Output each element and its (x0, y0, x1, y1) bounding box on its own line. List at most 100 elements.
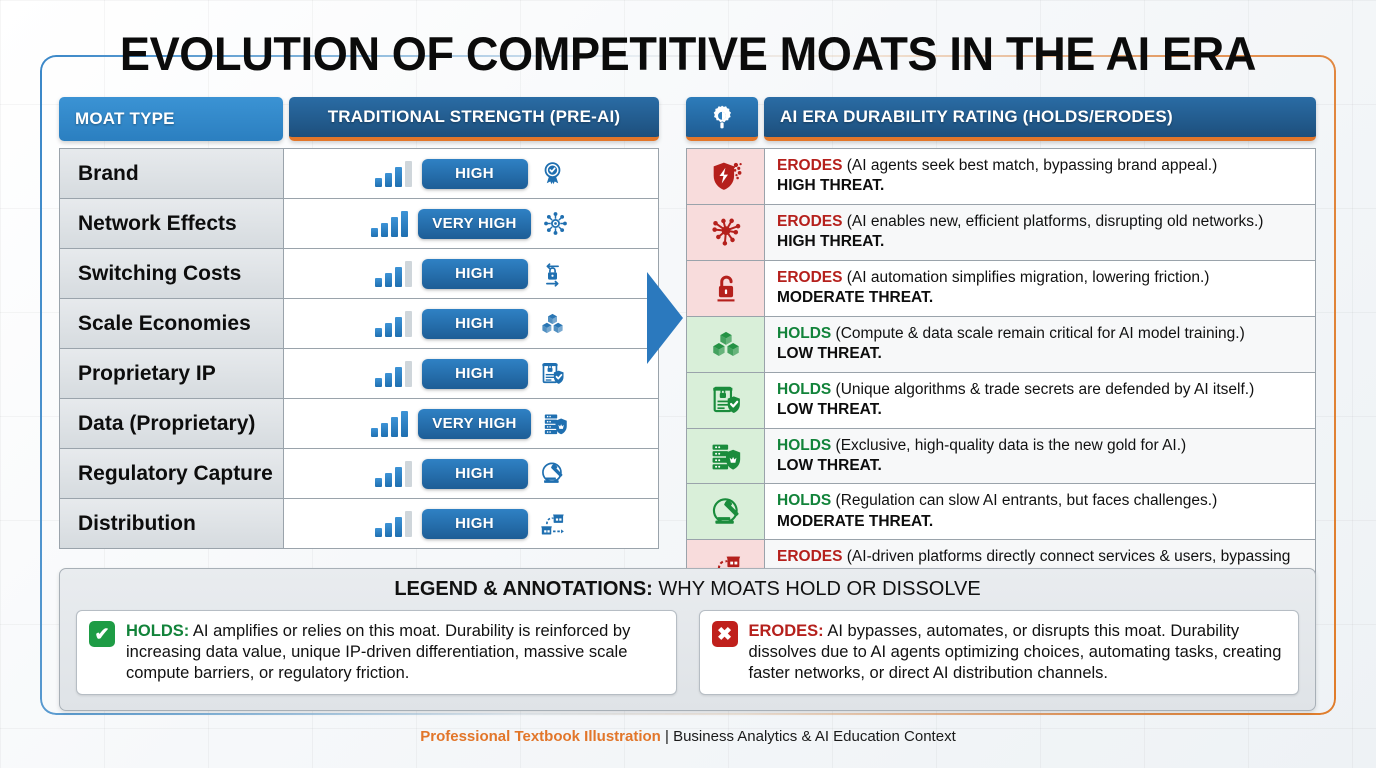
strength-bar (404, 360, 412, 387)
strength-bar (404, 260, 412, 287)
legend-card-erodes: ✖ ERODES: AI bypasses, automates, or dis… (698, 610, 1299, 695)
strength-cell: HIGH (284, 449, 658, 498)
strength-bar (384, 272, 392, 287)
award-ribbon-icon (538, 159, 568, 189)
verdict-detail: (AI agents seek best match, bypassing br… (842, 157, 1218, 174)
legend-holds-text: HOLDS: AI amplifies or relies on this mo… (126, 621, 664, 684)
strength-cell: HIGH (284, 299, 658, 348)
footer: Professional Textbook Illustration | Bus… (0, 728, 1376, 745)
strength-bar-indicator (374, 260, 412, 287)
durability-cell: HOLDS (Compute & data scale remain criti… (765, 316, 1315, 372)
threat-line: LOW THREAT. (777, 344, 1305, 364)
verdict-detail: (Unique algorithms & trade secrets are d… (831, 380, 1255, 398)
verdict-keyword: ERODES (777, 548, 843, 566)
table-row: HOLDS (Unique algorithms & trade secrets… (687, 372, 1315, 429)
strength-bar (404, 460, 412, 487)
store-channel-icon (538, 509, 568, 539)
shield-break-icon (687, 149, 765, 204)
right-table-body: ERODES (AI agents seek best match, bypas… (686, 148, 1316, 597)
verdict-detail: (Exclusive, high-quality data is the new… (831, 436, 1187, 454)
lock-arrows-icon (538, 259, 568, 289)
strength-bar-indicator (374, 460, 412, 487)
strength-bar (394, 466, 402, 487)
verdict-line: HOLDS (Exclusive, high-quality data is t… (777, 436, 1305, 456)
verdict-detail: (Compute & data scale remain critical fo… (831, 324, 1245, 342)
table-row: ERODES (AI agents seek best match, bypas… (687, 149, 1315, 205)
legend-panel: LEGEND & ANNOTATIONS: WHY MOATS HOLD OR … (59, 568, 1316, 711)
strength-bar (404, 160, 412, 187)
threat-level: HIGH THREAT. (777, 233, 885, 251)
durability-cell: HOLDS (Exclusive, high-quality data is t… (765, 428, 1315, 484)
cross-badge-icon: ✖ (711, 621, 738, 647)
strength-bar (394, 316, 402, 337)
strength-bar (394, 516, 402, 537)
strength-bar-indicator (374, 310, 412, 337)
strength-cell: HIGH (284, 499, 658, 548)
header-moat-type: MOAT TYPE (59, 97, 283, 141)
table-row: HOLDS (Compute & data scale remain criti… (687, 316, 1315, 373)
table-row: Regulatory Capture HIGH (60, 448, 658, 498)
strength-bar (384, 472, 392, 487)
strength-badge: HIGH (421, 458, 528, 489)
strength-bar (384, 172, 392, 187)
moat-name-cell: Proprietary IP (60, 349, 284, 398)
database-shield-crown-icon (687, 428, 765, 484)
moat-name-cell: Scale Economies (60, 299, 284, 348)
verdict-line: ERODES (AI automation simplifies migrati… (777, 268, 1305, 288)
left-table-body: Brand HIGH Network Effects VERY HIGH Switc… (59, 148, 659, 549)
durability-cell: HOLDS (Regulation can slow AI entrants, … (765, 484, 1315, 540)
check-badge-icon: ✔ (89, 621, 115, 647)
ai-brain-gear-icon (686, 97, 758, 141)
strength-bar (394, 166, 402, 187)
strength-bar (391, 216, 399, 237)
table-row: ERODES (AI automation simplifies migrati… (687, 260, 1315, 317)
verdict-detail: (AI automation simplifies migration, low… (842, 268, 1210, 286)
threat-level: LOW THREAT. (777, 345, 882, 363)
verdict-keyword: ERODES (777, 157, 843, 174)
threat-line: HIGH THREAT. (777, 232, 1305, 252)
strength-bar (401, 210, 409, 237)
legend-title-rest: WHY MOATS HOLD OR DISSOLVE (652, 578, 981, 600)
stacked-boxes-icon (538, 309, 568, 339)
strength-badge: HIGH (421, 508, 528, 539)
table-row: HOLDS (Exclusive, high-quality data is t… (687, 428, 1315, 485)
strength-bar (404, 310, 412, 337)
legend-title: LEGEND & ANNOTATIONS: WHY MOATS HOLD OR … (76, 578, 1299, 601)
strength-bar (374, 377, 382, 387)
table-row: Data (Proprietary) VERY HIGH (60, 398, 658, 448)
strength-bar-indicator (374, 360, 412, 387)
strength-bar (371, 427, 379, 437)
page-title: EVOLUTION OF COMPETITIVE MOATS IN THE AI… (119, 27, 1257, 80)
strength-bar-indicator (371, 210, 409, 237)
strength-bar (374, 477, 382, 487)
strength-bar (394, 266, 402, 287)
strength-bar (391, 416, 399, 437)
verdict-keyword: ERODES (777, 212, 843, 230)
header-traditional-strength: TRADITIONAL STRENGTH (PRE-AI) (289, 97, 659, 141)
legend-erodes-text: ERODES: AI bypasses, automates, or disru… (749, 621, 1287, 684)
ai-durability-table: AI ERA DURABILITY RATING (HOLDS/ERODES) … (686, 97, 1316, 597)
strength-bar (401, 410, 409, 437)
strength-cell: HIGH (284, 149, 658, 198)
verdict-detail: (AI enables new, efficient platforms, di… (842, 212, 1264, 230)
strength-badge: HIGH (421, 158, 528, 189)
strength-bar (404, 510, 412, 537)
gavel-icon (538, 459, 568, 489)
strength-badge: VERY HIGH (418, 208, 531, 239)
right-table-header-row: AI ERA DURABILITY RATING (HOLDS/ERODES) (686, 97, 1316, 141)
legend-erodes-keyword: ERODES: (748, 622, 824, 640)
threat-line: MODERATE THREAT. (777, 288, 1305, 308)
verdict-line: ERODES (AI agents seek best match, bypas… (777, 156, 1305, 176)
table-row: ERODES (AI enables new, efficient platfo… (687, 204, 1315, 261)
strength-badge: HIGH (421, 258, 528, 289)
threat-line: HIGH THREAT. (777, 176, 1305, 196)
threat-level: HIGH THREAT. (777, 177, 885, 195)
verdict-keyword: ERODES (777, 268, 843, 286)
moat-name-cell: Brand (60, 149, 284, 198)
flow-arrow-icon (645, 272, 685, 364)
network-nodes-icon (541, 209, 571, 239)
gavel-icon (687, 484, 765, 540)
verdict-line: ERODES (AI enables new, efficient platfo… (777, 212, 1305, 232)
verdict-line: HOLDS (Compute & data scale remain criti… (777, 324, 1305, 344)
verdict-keyword: HOLDS (777, 492, 832, 510)
